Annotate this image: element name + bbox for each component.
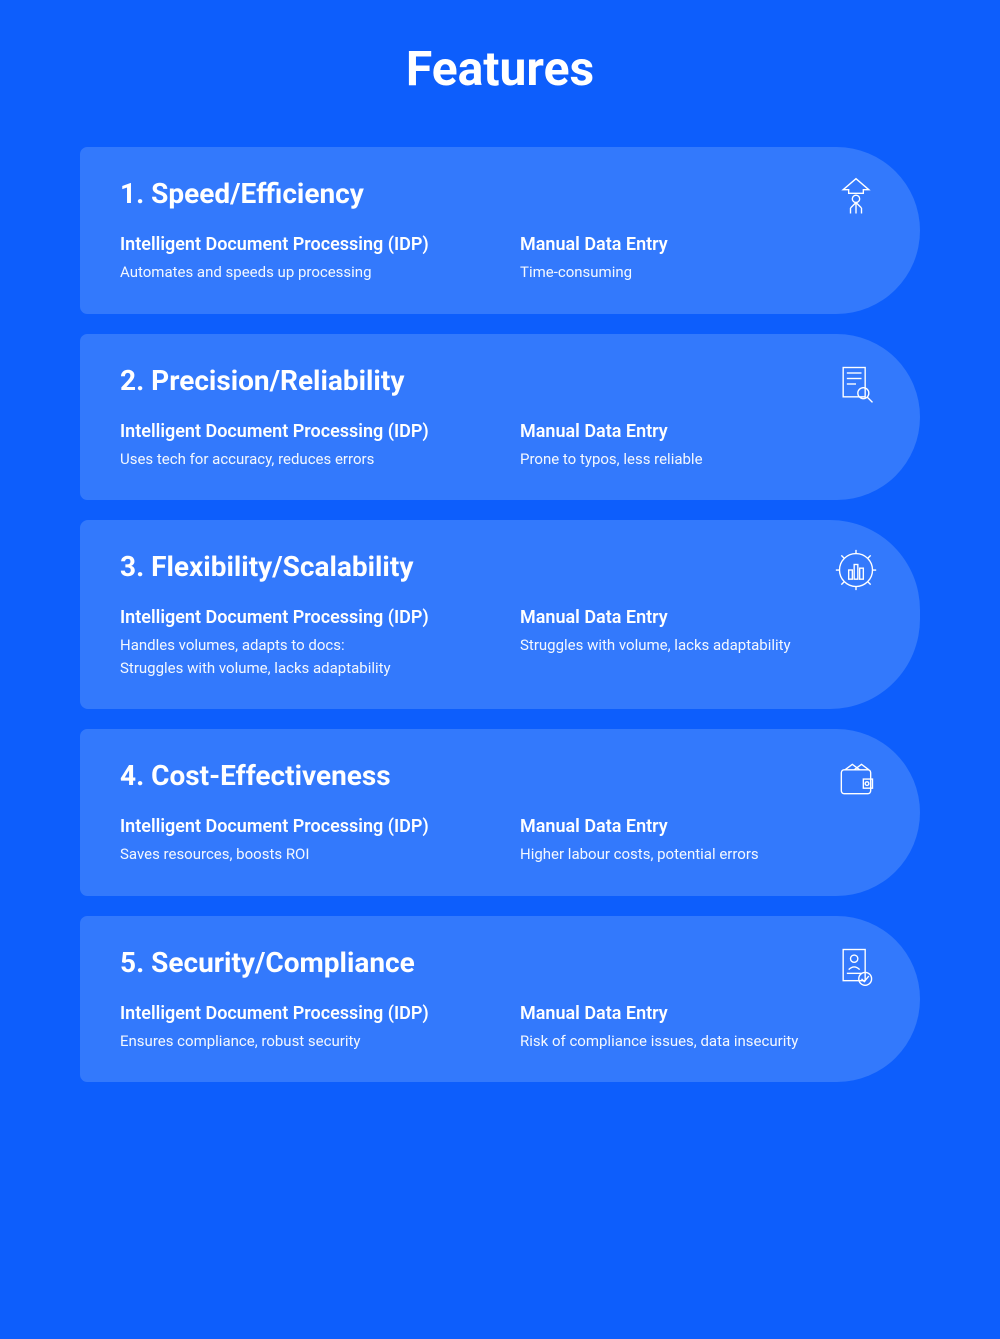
- col-heading: Manual Data Entry: [520, 607, 880, 628]
- col-desc: Time-consuming: [520, 261, 880, 284]
- card-title: 5. Security/Compliance: [120, 946, 880, 979]
- document-search-icon: [832, 360, 880, 408]
- idp-column: Intelligent Document Processing (IDP) Ha…: [120, 607, 480, 679]
- col-desc: Ensures compliance, robust security: [120, 1030, 480, 1053]
- manual-column: Manual Data Entry Higher labour costs, p…: [520, 816, 880, 866]
- col-heading: Intelligent Document Processing (IDP): [120, 607, 480, 628]
- col-desc: Handles volumes, adapts to docs:Struggle…: [120, 634, 480, 679]
- col-desc: Automates and speeds up processing: [120, 261, 480, 284]
- col-desc: Struggles with volume, lacks adaptabilit…: [520, 634, 880, 657]
- col-desc: Risk of compliance issues, data insecuri…: [520, 1030, 880, 1053]
- card-title: 3. Flexibility/Scalability: [120, 550, 880, 583]
- col-heading: Manual Data Entry: [520, 1003, 880, 1024]
- document-check-icon: [832, 942, 880, 990]
- col-heading: Intelligent Document Processing (IDP): [120, 234, 480, 255]
- feature-card: 5. Security/Compliance Intelligent Docum…: [80, 916, 920, 1083]
- idp-column: Intelligent Document Processing (IDP) Us…: [120, 421, 480, 471]
- feature-cards: 1. Speed/Efficiency Intelligent Document…: [0, 147, 1000, 1082]
- feature-card: 4. Cost-Effectiveness Intelligent Docume…: [80, 729, 920, 896]
- card-title: 4. Cost-Effectiveness: [120, 759, 880, 792]
- col-heading: Intelligent Document Processing (IDP): [120, 1003, 480, 1024]
- idp-column: Intelligent Document Processing (IDP) Au…: [120, 234, 480, 284]
- col-heading: Intelligent Document Processing (IDP): [120, 421, 480, 442]
- manual-column: Manual Data Entry Time-consuming: [520, 234, 880, 284]
- wallet-icon: [832, 755, 880, 803]
- col-heading: Manual Data Entry: [520, 234, 880, 255]
- feature-card: 3. Flexibility/Scalability Intelligent D…: [80, 520, 920, 709]
- col-heading: Intelligent Document Processing (IDP): [120, 816, 480, 837]
- col-heading: Manual Data Entry: [520, 421, 880, 442]
- feature-card: 2. Precision/Reliability Intelligent Doc…: [80, 334, 920, 501]
- col-desc: Prone to typos, less reliable: [520, 448, 880, 471]
- card-title: 1. Speed/Efficiency: [120, 177, 880, 210]
- col-desc: Uses tech for accuracy, reduces errors: [120, 448, 480, 471]
- col-heading: Manual Data Entry: [520, 816, 880, 837]
- manual-column: Manual Data Entry Prone to typos, less r…: [520, 421, 880, 471]
- manual-column: Manual Data Entry Risk of compliance iss…: [520, 1003, 880, 1053]
- idp-column: Intelligent Document Processing (IDP) En…: [120, 1003, 480, 1053]
- feature-card: 1. Speed/Efficiency Intelligent Document…: [80, 147, 920, 314]
- idp-column: Intelligent Document Processing (IDP) Sa…: [120, 816, 480, 866]
- card-title: 2. Precision/Reliability: [120, 364, 880, 397]
- upload-person-icon: [832, 173, 880, 221]
- page-title: Features: [0, 40, 1000, 97]
- col-desc: Saves resources, boosts ROI: [120, 843, 480, 866]
- manual-column: Manual Data Entry Struggles with volume,…: [520, 607, 880, 679]
- gear-chart-icon: [832, 546, 880, 594]
- col-desc: Higher labour costs, potential errors: [520, 843, 880, 866]
